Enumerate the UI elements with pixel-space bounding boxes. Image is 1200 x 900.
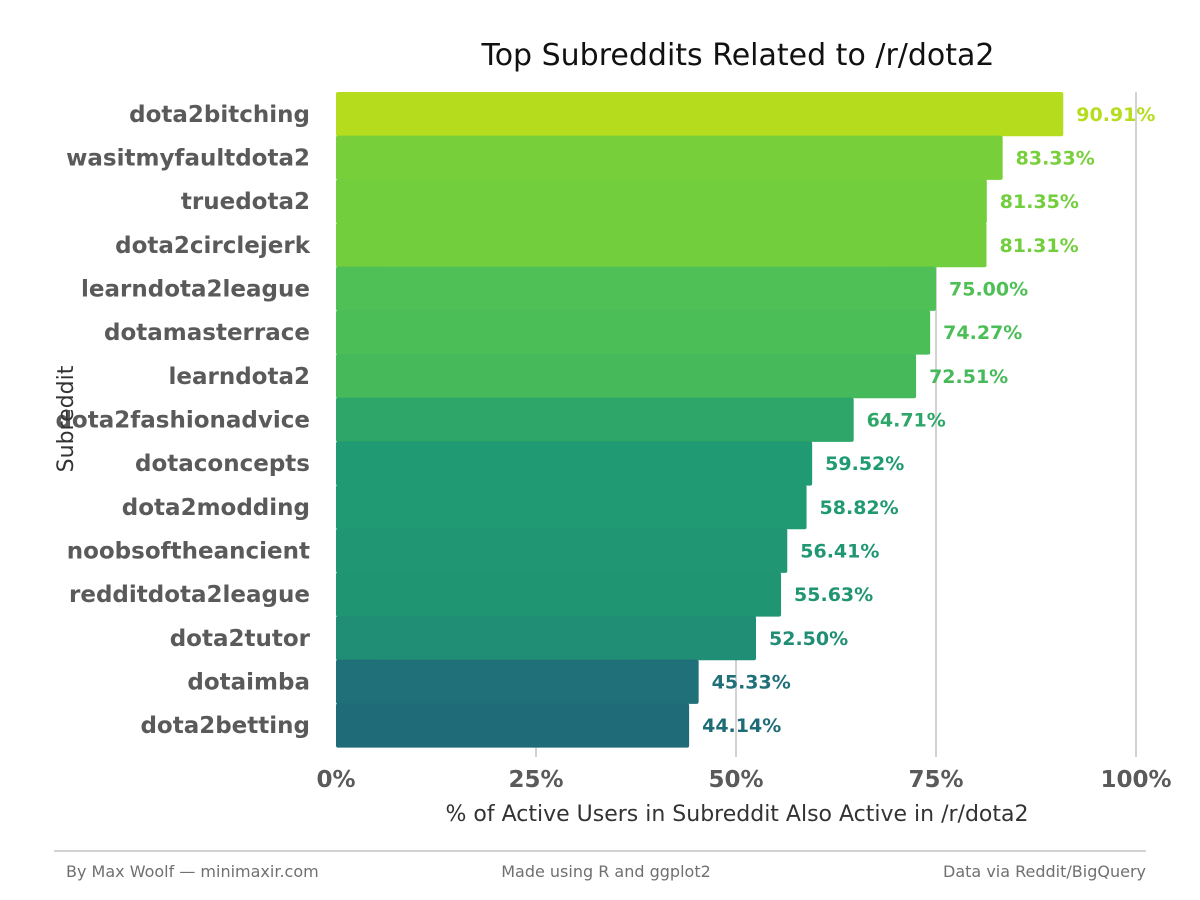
x-tick-labels: 0% 25% 50% 75% 100%	[316, 767, 1171, 793]
bar	[336, 179, 987, 224]
x-axis-label: % of Active Users in Subreddit Also Acti…	[446, 802, 1029, 827]
category-labels: dota2bitching wasitmyfaultdota2 truedota2 d…	[55, 102, 310, 739]
bar	[336, 92, 1064, 137]
x-tick-label: 0%	[316, 767, 355, 793]
data-label: 45.33%	[712, 672, 791, 694]
data-label: 58.82%	[820, 497, 899, 519]
bar	[336, 135, 1003, 180]
bar	[336, 528, 788, 573]
data-label: 44.14%	[702, 715, 781, 737]
data-label: 59.52%	[825, 453, 904, 475]
category-label: dotaimba	[187, 670, 310, 696]
category-label: noobsoftheancient	[67, 539, 310, 565]
bars	[336, 92, 1064, 748]
category-label: dotaconcepts	[135, 451, 310, 477]
footer-source: Data via Reddit/BigQuery	[943, 862, 1146, 881]
x-tick-label: 25%	[508, 767, 563, 793]
category-label: learndota2	[168, 364, 310, 390]
category-label: dota2bitching	[129, 102, 310, 128]
data-label: 81.35%	[1000, 191, 1079, 213]
bar	[336, 703, 690, 748]
bar	[336, 354, 917, 399]
value-labels: 90.91% 83.33% 81.35% 81.31% 75.00% 74.27% 72.5…	[702, 104, 1155, 737]
footer-tool: Made using R and ggplot2	[501, 862, 711, 881]
category-label: dota2betting	[140, 713, 310, 739]
x-tick-label: 50%	[708, 767, 763, 793]
data-label: 55.63%	[794, 584, 873, 606]
data-label: 90.91%	[1076, 104, 1155, 126]
data-label: 74.27%	[943, 322, 1022, 344]
data-label: 64.71%	[867, 410, 946, 432]
x-tick-label: 75%	[908, 767, 963, 793]
category-label: dota2fashionadvice	[55, 408, 310, 434]
bar	[336, 310, 931, 355]
category-label: redditdota2league	[69, 582, 310, 608]
data-label: 56.41%	[800, 541, 879, 563]
bar	[336, 572, 782, 617]
bar	[336, 441, 813, 486]
bar	[336, 485, 807, 530]
data-label: 72.51%	[929, 366, 1008, 388]
chart-title: Top Subreddits Related to /r/dota2	[480, 38, 994, 73]
bar	[336, 266, 936, 311]
bar	[336, 223, 987, 268]
data-label: 83.33%	[1016, 148, 1095, 170]
category-label: wasitmyfaultdota2	[66, 146, 310, 172]
category-label: dota2modding	[122, 495, 310, 521]
bar	[336, 659, 699, 704]
bar	[336, 616, 756, 661]
y-axis-label: Subreddit	[54, 365, 79, 472]
data-label: 52.50%	[769, 628, 848, 650]
bar	[336, 397, 854, 442]
data-label: 81.31%	[999, 235, 1078, 257]
category-label: dota2circlejerk	[115, 233, 311, 259]
footer-credit: By Max Woolf — minimaxir.com	[66, 862, 319, 881]
x-tick-label: 100%	[1100, 767, 1171, 793]
category-label: truedota2	[181, 189, 310, 215]
category-label: dota2tutor	[170, 626, 311, 652]
category-label: learndota2league	[81, 277, 310, 303]
data-label: 75.00%	[949, 279, 1028, 301]
category-label: dotamasterrace	[104, 320, 310, 346]
